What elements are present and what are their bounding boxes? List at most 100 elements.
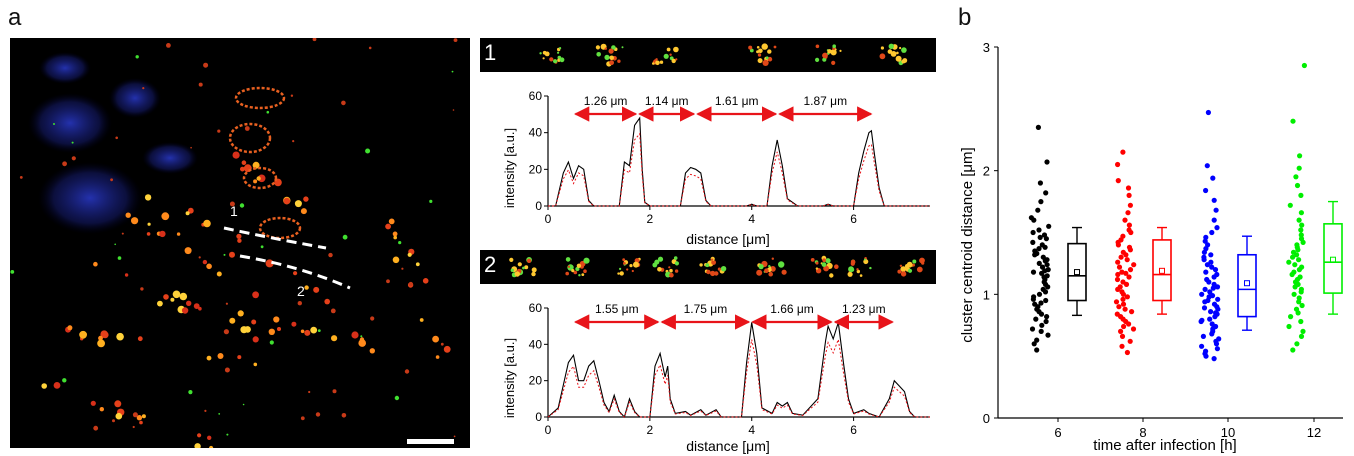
strip1-speck-20 (609, 55, 614, 61)
strip1-speck-26 (604, 54, 610, 60)
spot-140 (71, 156, 76, 161)
data-point (1204, 163, 1210, 169)
distance-label-3: 1.66 μm (770, 302, 814, 316)
data-point (1043, 318, 1049, 325)
line-profile-1 (223, 226, 327, 250)
box-mean-marker (1330, 256, 1336, 263)
spot-101 (232, 151, 240, 159)
data-point (1120, 291, 1126, 297)
spot-137 (315, 412, 321, 417)
y-tick-label: 0 (535, 410, 542, 424)
data-point (1130, 326, 1137, 332)
strip2-speck-93 (822, 258, 826, 262)
data-point (1038, 328, 1044, 334)
spot-10 (293, 271, 298, 276)
data-point (1116, 264, 1123, 270)
data-point (1286, 323, 1292, 330)
spot-125 (62, 161, 67, 167)
spot-41 (170, 297, 175, 302)
strip2-speck-121 (900, 271, 907, 277)
strip2-speck-66 (706, 269, 711, 275)
strip2-speck-16 (583, 269, 587, 273)
distance-label-3: 1.61 μm (715, 94, 759, 108)
strip2-speck-125 (899, 264, 903, 267)
data-point (1034, 347, 1040, 353)
strip1-speck-80 (888, 43, 894, 49)
spot-129 (112, 419, 115, 423)
strip2-speck-51 (654, 259, 660, 265)
strip2-speck-77 (778, 261, 785, 268)
spot-118 (453, 435, 456, 438)
data-point (1208, 309, 1214, 315)
scale-bar (407, 439, 454, 444)
cell-cluster-0 (228, 122, 272, 154)
spot-52 (79, 330, 87, 339)
spot-63 (229, 317, 236, 324)
strip-label-1: 1 (484, 40, 497, 65)
strip2-speck-42 (674, 269, 679, 273)
data-point (1032, 252, 1038, 258)
data-point (1043, 190, 1049, 196)
data-point (1038, 199, 1044, 205)
nucleus-4 (142, 142, 198, 174)
data-point (1125, 185, 1132, 191)
strip2-speck-117 (907, 268, 913, 273)
spot-163 (110, 178, 113, 182)
data-point (1042, 289, 1049, 295)
strip2-speck-81 (771, 257, 774, 260)
panel-b-label: b (958, 4, 972, 31)
strip2-speck-105 (859, 274, 863, 277)
strip2-speck-41 (633, 261, 639, 268)
spot-5 (236, 233, 242, 239)
spot-3 (187, 207, 194, 214)
strip2-speck-96 (821, 262, 827, 267)
spot-128 (190, 146, 192, 149)
strip1-speck-57 (815, 57, 820, 62)
data-point (1115, 259, 1121, 265)
box-mean-marker (1244, 280, 1250, 287)
strip2-speck-22 (567, 265, 571, 268)
spot-1 (229, 251, 235, 258)
spot-150 (368, 46, 372, 50)
spot-16 (216, 271, 222, 277)
intensity-profile-chart-1: 0 20 40 60 0 2 4 6 1.26 μm 1.14 μm 1.61 μm 1.87 μm… (502, 89, 930, 247)
x-tick-label: 0 (545, 423, 552, 437)
data-point (1201, 257, 1207, 263)
spot-176 (224, 367, 230, 373)
spot-18 (125, 212, 131, 218)
spot-67 (351, 331, 359, 339)
strip1-speck-40 (675, 58, 678, 61)
data-point (1036, 227, 1042, 233)
distance-label-4: 1.23 μm (842, 302, 886, 316)
strip1-speck-78 (899, 46, 902, 50)
strip1-speck-25 (621, 46, 624, 49)
nucleus-2 (109, 78, 161, 118)
spot-109 (240, 166, 245, 172)
strip2-speck-120 (897, 269, 902, 274)
data-point (1298, 333, 1305, 339)
spot-79 (407, 252, 412, 257)
data-point (1120, 149, 1126, 155)
data-point (1043, 297, 1049, 304)
spot-96 (194, 443, 201, 450)
data-point (1289, 271, 1295, 278)
strip2-speck-68 (699, 263, 703, 267)
x-tick-label: 4 (748, 423, 755, 437)
strip2-speck-124 (906, 261, 913, 268)
spot-156 (290, 94, 294, 97)
spot-82 (388, 218, 395, 225)
spot-12 (324, 298, 331, 305)
spot-158 (223, 329, 229, 335)
y-tick-label: 60 (529, 301, 543, 315)
data-point (1036, 246, 1042, 252)
strip2-speck-29 (619, 271, 624, 276)
intensity-series-line (548, 116, 930, 207)
strip2-speck-91 (810, 258, 815, 262)
spot-159 (226, 433, 229, 436)
strip2-speck-85 (825, 258, 831, 264)
data-point (1210, 285, 1216, 291)
spot-88 (99, 407, 105, 412)
spot-38 (251, 319, 257, 325)
x-tick-label: 6 (850, 423, 857, 437)
spot-72 (385, 223, 391, 230)
